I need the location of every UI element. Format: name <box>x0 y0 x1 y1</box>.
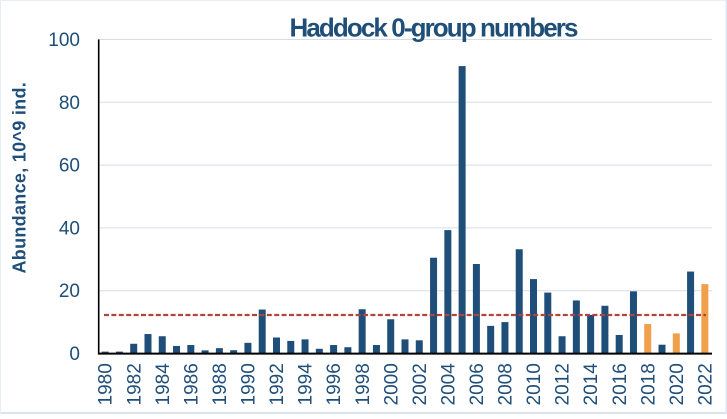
svg-text:2004: 2004 <box>438 363 459 406</box>
svg-text:1982: 1982 <box>124 363 145 405</box>
svg-text:80: 80 <box>59 93 80 114</box>
svg-text:1992: 1992 <box>267 363 288 405</box>
svg-text:1980: 1980 <box>96 363 117 405</box>
svg-text:2016: 2016 <box>610 363 631 405</box>
svg-text:1996: 1996 <box>324 363 345 405</box>
svg-text:40: 40 <box>59 218 80 239</box>
svg-text:1984: 1984 <box>153 363 174 406</box>
svg-text:2010: 2010 <box>524 363 545 405</box>
svg-text:2008: 2008 <box>496 363 517 405</box>
svg-text:1998: 1998 <box>353 363 374 405</box>
svg-text:1990: 1990 <box>239 363 260 405</box>
svg-text:Haddock 0-group numbers: Haddock 0-group numbers <box>289 13 578 43</box>
svg-text:Abundance, 10^9 ind.: Abundance, 10^9 ind. <box>10 82 30 274</box>
svg-text:1986: 1986 <box>181 363 202 405</box>
svg-text:1994: 1994 <box>296 363 317 406</box>
svg-text:0: 0 <box>69 344 80 365</box>
svg-text:2014: 2014 <box>581 363 602 406</box>
svg-text:100: 100 <box>48 30 80 51</box>
svg-text:2022: 2022 <box>695 363 716 405</box>
svg-text:2000: 2000 <box>381 363 402 405</box>
svg-text:2020: 2020 <box>667 363 688 405</box>
svg-text:60: 60 <box>59 156 80 177</box>
svg-text:2012: 2012 <box>553 363 574 405</box>
svg-text:20: 20 <box>59 281 80 302</box>
svg-text:1988: 1988 <box>210 363 231 405</box>
svg-text:2018: 2018 <box>638 363 659 405</box>
svg-text:2002: 2002 <box>410 363 431 405</box>
svg-text:2006: 2006 <box>467 363 488 405</box>
